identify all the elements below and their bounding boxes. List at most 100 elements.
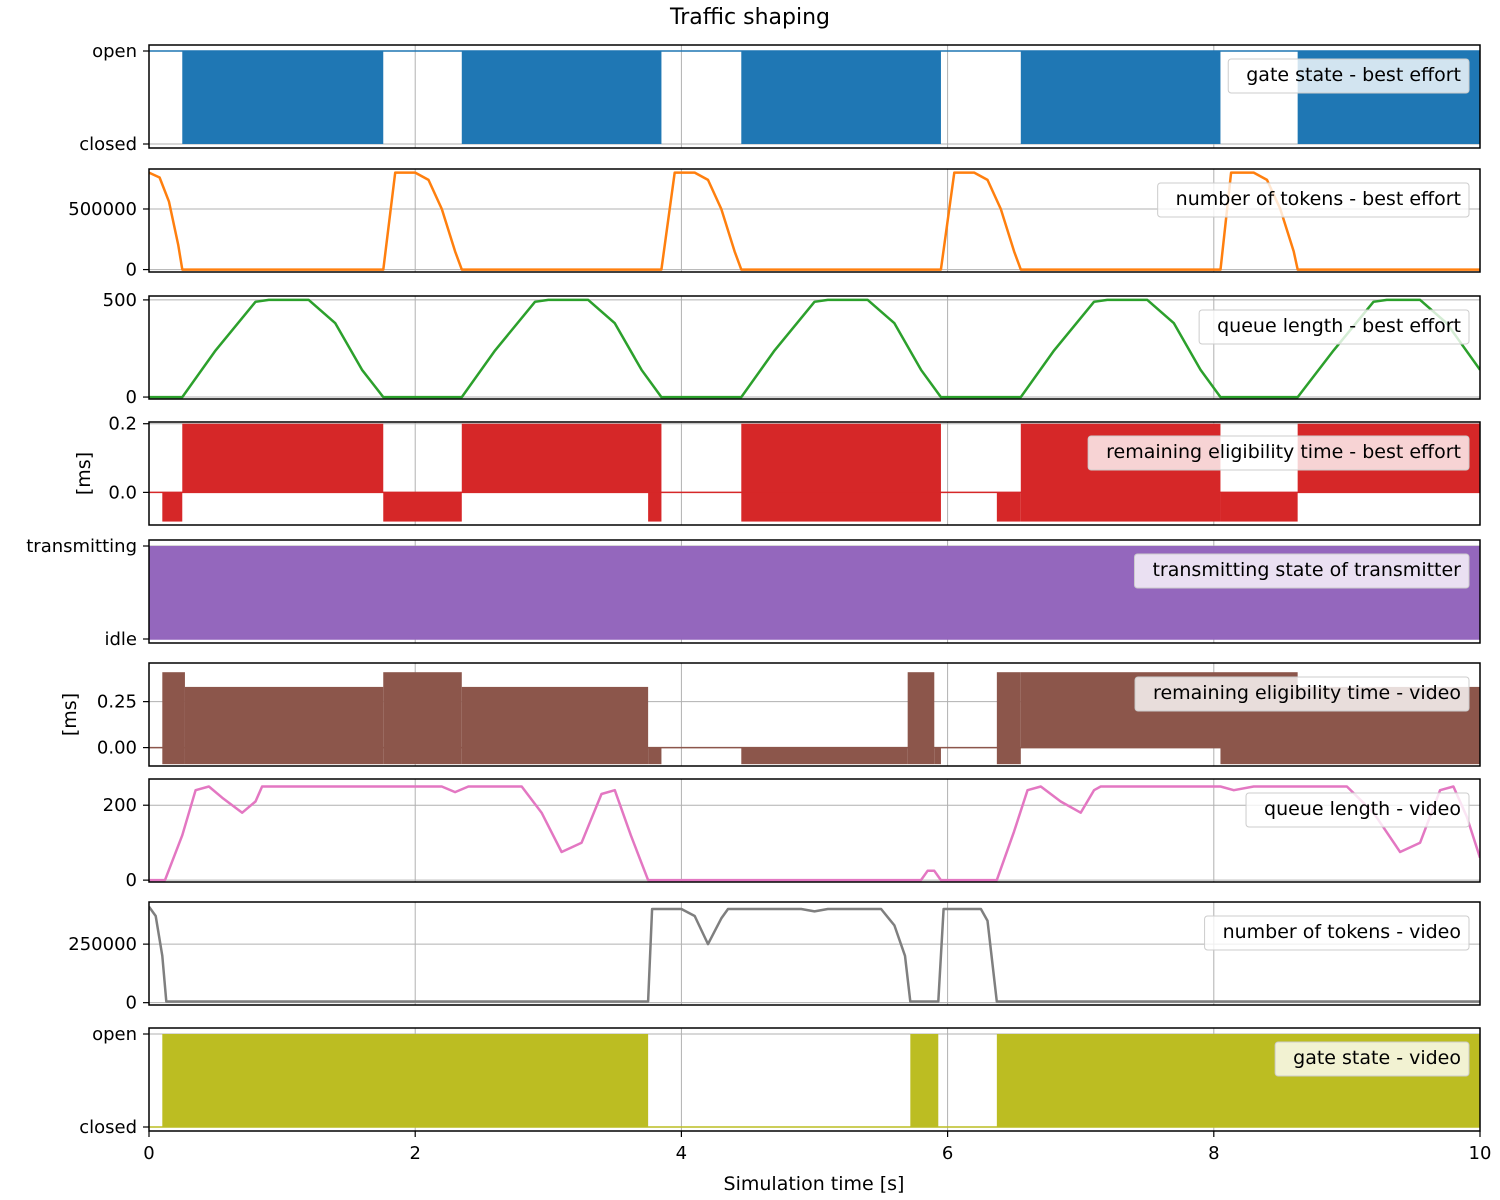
panel-frame [148, 539, 1481, 644]
panel-queue-be: 0 500 queue length - best effort [103, 290, 1481, 408]
panel-elig-be: 0.0 0.2 [ms] remaining eligibility time - b… [73, 414, 1481, 526]
y-axis: idle transmitting [26, 536, 149, 650]
legend-tx-state: transmitting state of transmitter [1133, 553, 1470, 589]
y-tick-label: 500 [103, 290, 137, 311]
value-band [461, 686, 649, 765]
series-tokens-video [149, 905, 1480, 1003]
state-open-segment [741, 51, 941, 144]
value-band [996, 672, 1021, 765]
value-band [383, 492, 462, 522]
y-tick-label: closed [79, 134, 137, 155]
panel-frame [148, 44, 1481, 149]
state-open-segment [910, 1034, 939, 1127]
y-tick-label: 200 [103, 795, 137, 816]
panel-gate-be: closed open gate state - best effort [79, 41, 1481, 155]
value-band [383, 672, 462, 765]
panel-frame [148, 295, 1481, 400]
series-gate-be [149, 50, 1480, 144]
y-axis-label: [ms] [73, 452, 95, 495]
series-gate-video [149, 1034, 1480, 1128]
value-band [1220, 492, 1298, 522]
y-axis: 0 200 [103, 795, 149, 891]
legend-box [1134, 676, 1470, 712]
y-tick-label: idle [104, 629, 137, 650]
panel-frame [148, 1027, 1481, 1132]
y-axis: 0 250000 [68, 934, 149, 1014]
value-band [741, 492, 941, 522]
state-open-segment [1020, 51, 1221, 144]
legend-queue-be: queue length - best effort [1198, 309, 1470, 345]
value-band [648, 492, 662, 522]
panel-frame [148, 421, 1481, 526]
y-axis-label: [ms] [59, 693, 81, 736]
legend-box [1133, 553, 1470, 589]
y-tick-label: 0 [126, 387, 137, 408]
state-open-segment [162, 1034, 649, 1127]
legend-label: gate state - best effort [1246, 64, 1461, 86]
series-line [149, 785, 1480, 882]
value-band [182, 423, 384, 493]
series-line [149, 905, 1480, 1003]
value-band [461, 423, 662, 493]
y-tick-label: 0 [126, 993, 137, 1014]
y-axis: 0.00 0.25 [97, 692, 149, 759]
value-band [648, 747, 662, 765]
panel-frame [148, 778, 1481, 883]
value-band [184, 686, 384, 765]
y-tick-label: open [92, 1024, 137, 1045]
legend-box [1198, 309, 1470, 345]
legend-label: number of tokens - video [1223, 921, 1461, 943]
panel-elig-video: 0.00 0.25 [ms] remaining eligibility time -… [59, 662, 1481, 767]
panel-frame [148, 662, 1481, 767]
legend-box [1087, 435, 1470, 471]
x-tick-label: 8 [1208, 1143, 1219, 1164]
panel-queue-video: 0 200 queue length - video [103, 778, 1481, 891]
value-band [741, 747, 908, 765]
panel-tokens-be: 0 500000 number of tokens - best effort [68, 168, 1481, 281]
y-tick-label: 0 [126, 260, 137, 281]
legend-queue-video: queue length - video [1245, 792, 1470, 828]
legend-box [1245, 792, 1470, 828]
value-band [741, 423, 941, 493]
panel-tx-state: idle transmitting transmitting state of tr… [26, 536, 1481, 650]
legend-gate-be: gate state - best effort [1227, 58, 1470, 94]
panel-tokens-video: 0 250000 number of tokens - video [68, 901, 1481, 1014]
y-tick-label: 0.00 [97, 738, 137, 759]
x-tick-label: 2 [409, 1143, 420, 1164]
panel-gate-video: closed open gate state - video [79, 1024, 1481, 1138]
y-tick-label: 0.25 [97, 692, 137, 713]
state-open-segment [182, 51, 384, 144]
legend-tokens-be: number of tokens - best effort [1157, 182, 1470, 218]
y-axis: closed open [79, 41, 149, 155]
legend-box [1157, 182, 1470, 218]
value-band [996, 492, 1021, 522]
value-band [907, 672, 935, 765]
y-axis: 0 500 [103, 290, 149, 408]
y-tick-label: transmitting [26, 536, 137, 557]
y-tick-label: open [92, 41, 137, 62]
x-tick-label: 4 [676, 1143, 687, 1164]
legend-label: number of tokens - best effort [1176, 188, 1461, 210]
value-band [162, 492, 183, 522]
legend-label: queue length - video [1264, 798, 1461, 820]
y-axis: 0.0 0.2 [108, 414, 149, 503]
y-axis: 0 500000 [68, 199, 149, 281]
legend-label: transmitting state of transmitter [1152, 559, 1461, 581]
legend-label: remaining eligibility time - video [1153, 682, 1461, 704]
legend-box [1274, 1041, 1470, 1077]
legend-tokens-video: number of tokens - video [1204, 915, 1470, 951]
panel-frame [148, 901, 1481, 1006]
series-queue-video [149, 785, 1480, 882]
y-axis: closed open [79, 1024, 149, 1138]
series-line [149, 298, 1480, 399]
state-open-segment [461, 51, 662, 144]
x-tick-label: 6 [942, 1143, 953, 1164]
series-line [149, 171, 1480, 271]
legend-box [1204, 915, 1470, 951]
legend-label: queue length - best effort [1217, 315, 1461, 337]
y-tick-label: 250000 [68, 934, 137, 955]
legend-box [1227, 58, 1470, 94]
y-tick-label: closed [79, 1117, 137, 1138]
y-tick-label: 500000 [68, 199, 137, 220]
